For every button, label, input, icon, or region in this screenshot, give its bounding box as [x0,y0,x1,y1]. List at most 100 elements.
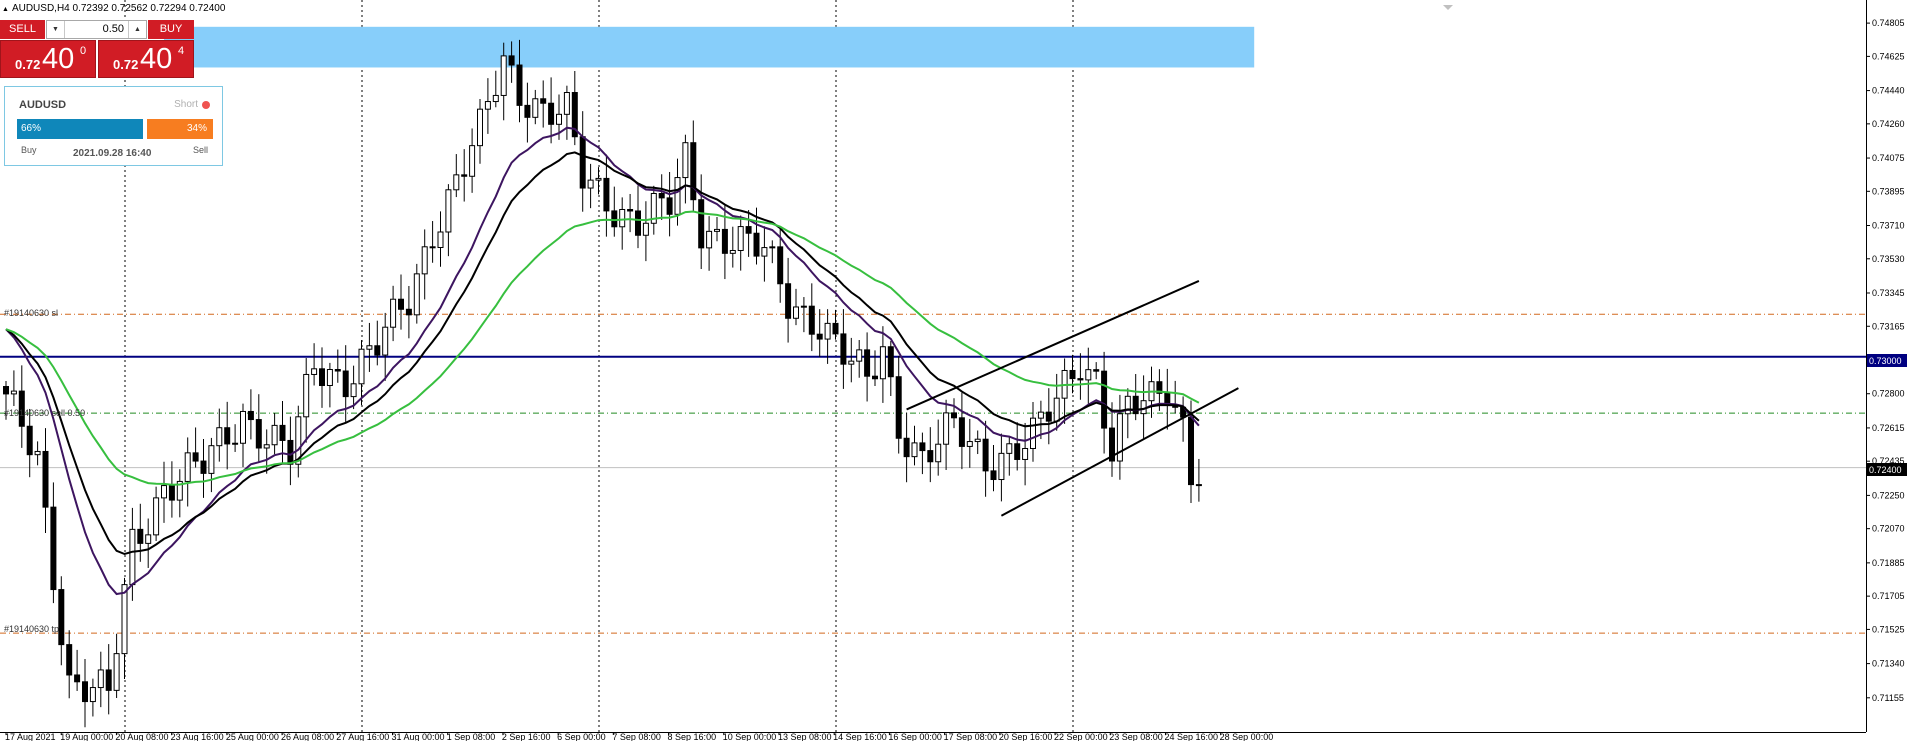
candle-body [34,450,41,456]
sentiment-timestamp: 2021.09.28 16:40 [73,148,152,159]
candle-body [879,346,886,380]
chart-symbol-header: ▲ AUDUSD,H4 0.72392 0.72562 0.72294 0.724… [2,3,225,14]
candle-body [785,283,792,319]
current-price-tag-text: 0.72400 [1869,465,1902,475]
candle-body [1077,378,1084,381]
candle-body [492,94,499,103]
bias-dot-icon [202,101,210,109]
time-tick-label: 23 Sep 08:00 [1109,732,1163,741]
channel-trendlines[interactable] [906,280,1239,517]
time-tick-label: 2 Sep 16:00 [502,732,551,741]
price-tick-label: 0.74440 [1872,86,1905,96]
moving-average-line [5,151,1200,556]
time-tick-label: 14 Sep 16:00 [833,732,887,741]
candle-body [461,174,468,177]
candle-body [943,412,950,445]
candle-body [1030,417,1036,450]
candle-body [516,64,523,106]
candle-body [998,452,1005,481]
collapse-triangle-icon[interactable]: ▲ [2,6,9,13]
candle-body [974,438,981,443]
price-tick-label: 0.74805 [1872,18,1905,28]
channel-trendline [906,280,1200,411]
candle-body [113,653,120,691]
candle-body [405,308,412,316]
time-tick-label: 8 Sep 16:00 [668,732,717,741]
moving-average-line [5,126,1200,596]
candle-body [840,333,847,365]
sentiment-bias: Short [174,99,198,110]
candle-body [619,208,626,228]
candle-body [421,246,428,275]
candle-body [714,228,720,232]
candle-body [935,443,942,463]
price-tick-label: 0.74260 [1872,119,1905,129]
candle-body [793,306,799,319]
candle-body [603,177,610,212]
candle-body [358,348,365,385]
candle-body [1022,448,1029,460]
candle-body [42,450,49,508]
price-tick-label: 0.73710 [1872,221,1905,231]
sentiment-buy-label: Buy [21,145,37,155]
candle-body [303,373,310,418]
candle-body [698,199,705,249]
candle-body [706,230,713,249]
candle-body [895,376,902,439]
time-tick-label: 27 Aug 16:00 [336,732,389,741]
candle-body [642,222,649,236]
time-tick-label: 20 Aug 08:00 [115,732,168,741]
candle-body [58,589,65,646]
price-tags: 0.73000 0.72400 [1867,354,1907,476]
chart-shift-marker-icon[interactable] [1443,5,1453,10]
candle-body [721,228,728,254]
time-tick-label: 19 Aug 00:00 [60,732,113,741]
candle-body [1124,395,1131,415]
candle-body [745,226,752,234]
lot-decrease-icon[interactable]: ▼ [47,21,65,38]
time-tick-label: 24 Sep 16:00 [1164,732,1218,741]
candle-body [82,681,88,703]
candle-body [295,416,302,465]
candle-body [729,249,736,254]
candle-body [587,179,594,189]
buy-price-pips: 40 [140,43,173,75]
candle-body [848,360,855,365]
supply-zone-rectangle[interactable] [164,26,1255,68]
candle-body [579,136,586,189]
buy-price-button[interactable]: 0.72 40 4 [98,40,194,78]
sell-label-button[interactable]: SELL [0,20,45,39]
candle-body [856,349,863,362]
entry-order-label: #19140630 sell 0.50 [4,408,85,418]
price-tick-label: 0.71340 [1872,659,1905,669]
candle-body [919,442,926,452]
candle-body [89,687,96,703]
candle-body [247,410,254,421]
lot-size-stepper[interactable]: ▼ 0.50 ▲ [46,20,147,39]
buy-label-button[interactable]: BUY [148,20,194,39]
candle-body [429,246,436,249]
candle-body [650,192,657,224]
candle-body [682,142,689,179]
candle-body [374,345,381,356]
candle-body [1156,381,1163,394]
price-tick-label: 0.72800 [1872,389,1905,399]
candle-body [761,247,768,257]
sell-price-button[interactable]: 0.72 40 0 [0,40,96,78]
candle-body [524,104,531,118]
candle-body [366,345,373,350]
candle-body [1045,411,1052,422]
candle-body [990,470,997,481]
candle-body [532,98,539,118]
time-tick-label: 20 Sep 16:00 [999,732,1053,741]
candle-body [168,485,175,501]
candle-body [326,369,333,387]
time-tick-label: 26 Aug 08:00 [281,732,334,741]
candle-body [508,55,515,66]
price-tick-label: 0.73345 [1872,288,1905,298]
lot-size-input[interactable]: 0.50 [102,23,124,35]
lot-increase-icon[interactable]: ▲ [128,21,146,38]
candle-body [382,326,389,356]
price-tick-label: 0.73530 [1872,254,1905,264]
